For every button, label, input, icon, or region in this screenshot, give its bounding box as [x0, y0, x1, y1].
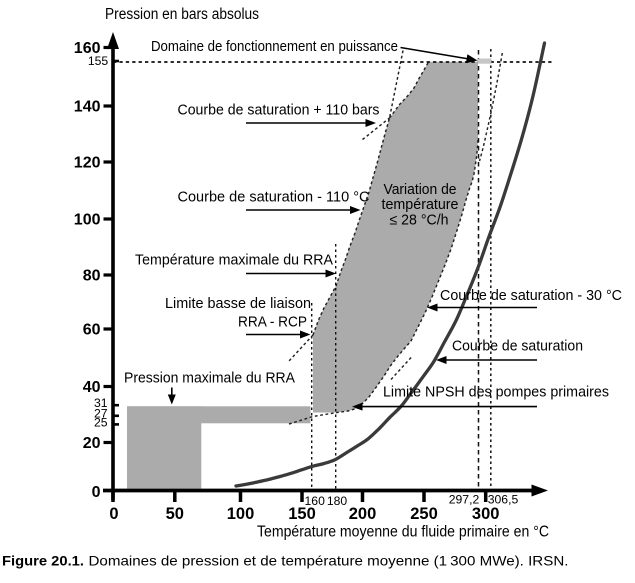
- svg-text:155: 155: [88, 54, 109, 68]
- svg-text:300: 300: [472, 505, 500, 523]
- svg-text:RRA - RCP: RRA - RCP: [238, 315, 307, 331]
- svg-text:Domaine de fonctionnement en p: Domaine de fonctionnement en puissance: [151, 39, 398, 55]
- svg-text:Courbe de saturation + 110 bar: Courbe de saturation + 110 bars: [178, 103, 380, 119]
- svg-text:0: 0: [92, 484, 101, 501]
- svg-text:100: 100: [74, 212, 101, 229]
- svg-text:Domaines de pression et de tem: Domaines de pression et de température m…: [89, 554, 569, 569]
- svg-text:25: 25: [94, 416, 108, 430]
- svg-text:Limite NPSH des pompes primair: Limite NPSH des pompes primaires: [383, 385, 609, 401]
- svg-text:Pression maximale du RRA: Pression maximale du RRA: [124, 371, 295, 387]
- svg-text:250: 250: [410, 505, 438, 523]
- svg-text:180: 180: [327, 494, 348, 508]
- svg-text:27: 27: [94, 407, 108, 421]
- svg-text:120: 120: [74, 155, 101, 172]
- svg-text:150: 150: [288, 505, 316, 523]
- svg-text:Pression en bars absolus: Pression en bars absolus: [105, 6, 259, 23]
- svg-text:200: 200: [349, 505, 377, 523]
- svg-text:Courbe de saturation - 110 °C: Courbe de saturation - 110 °C: [178, 190, 370, 206]
- svg-text:Courbe de saturation: Courbe de saturation: [452, 339, 583, 355]
- svg-text:0: 0: [109, 505, 118, 523]
- svg-text:Limite basse de liaison: Limite basse de liaison: [165, 296, 311, 312]
- svg-text:100: 100: [227, 505, 255, 523]
- svg-text:160: 160: [74, 40, 101, 57]
- svg-text:20: 20: [83, 435, 101, 452]
- svg-text:306,5: 306,5: [488, 493, 519, 507]
- svg-text:≤ 28 °C/h: ≤ 28 °C/h: [390, 212, 449, 228]
- svg-text:Température maximale du RRA: Température maximale du RRA: [135, 253, 333, 269]
- svg-text:40: 40: [83, 379, 101, 396]
- svg-text:Figure 20.1.: Figure 20.1.: [2, 554, 84, 569]
- svg-text:50: 50: [166, 505, 184, 523]
- svg-text:297,2: 297,2: [449, 493, 480, 507]
- svg-text:Variation de: Variation de: [384, 182, 457, 198]
- svg-text:80: 80: [83, 268, 101, 285]
- svg-text:Température moyenne du fluide: Température moyenne du fluide primaire e…: [257, 524, 549, 541]
- svg-text:140: 140: [74, 99, 101, 116]
- svg-text:Courbe de saturation - 30 °C: Courbe de saturation - 30 °C: [440, 288, 622, 304]
- svg-text:160: 160: [305, 494, 326, 508]
- svg-text:température: température: [382, 197, 459, 213]
- svg-text:60: 60: [83, 322, 101, 339]
- svg-text:31: 31: [94, 396, 108, 410]
